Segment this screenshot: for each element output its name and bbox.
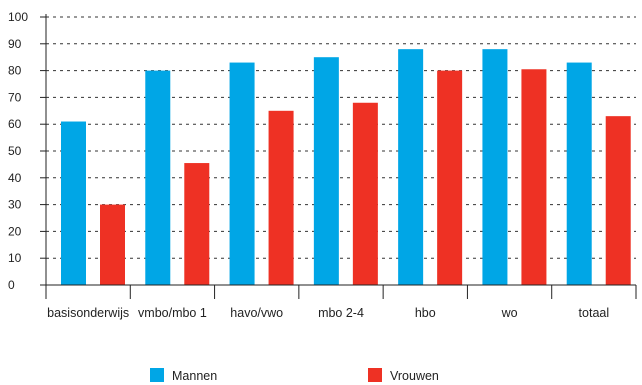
bars [61, 49, 631, 286]
legend: Mannen Vrouwen [150, 368, 439, 383]
bar-mannen-6 [566, 62, 592, 286]
bar-vrouwen-3 [352, 102, 378, 285]
x-category-label: wo [501, 306, 518, 320]
x-category-label: vmbo/mbo 1 [138, 306, 207, 320]
legend-swatch-vrouwen [368, 368, 382, 382]
x-category-label: basisonderwijs [47, 306, 129, 320]
axes [40, 14, 637, 299]
x-category-label: hbo [415, 306, 436, 320]
y-tick-label: 50 [8, 144, 22, 158]
legend-swatch-mannen [150, 368, 164, 382]
bar-mannen-5 [482, 49, 508, 285]
bar-mannen-1 [145, 70, 171, 285]
y-tick-label: 30 [8, 198, 22, 212]
y-tick-label: 100 [8, 10, 28, 24]
y-tick-label: 10 [8, 251, 22, 265]
x-category-label: havo/vwo [230, 306, 283, 320]
bar-mannen-3 [313, 57, 339, 286]
bar-vrouwen-4 [437, 70, 463, 285]
legend-label-mannen: Mannen [172, 369, 217, 383]
gridlines [46, 16, 636, 259]
y-tick-label: 90 [8, 37, 22, 51]
y-tick-label: 40 [8, 171, 22, 185]
bar-mannen-2 [229, 62, 255, 286]
y-axis-ticks: 0 10 20 30 40 50 60 70 80 90 100 [8, 10, 28, 292]
x-axis-categories: basisonderwijs vmbo/mbo 1 havo/vwo mbo 2-4 h… [47, 306, 609, 320]
bar-mannen-4 [398, 49, 424, 285]
y-tick-label: 80 [8, 64, 22, 78]
bar-vrouwen-2 [268, 110, 294, 285]
y-tick-label: 60 [8, 117, 22, 131]
x-category-label: mbo 2-4 [318, 306, 364, 320]
y-tick-label: 20 [8, 224, 22, 238]
legend-label-vrouwen: Vrouwen [390, 369, 439, 383]
y-tick-label: 70 [8, 90, 22, 104]
bar-vrouwen-6 [605, 116, 631, 285]
bar-vrouwen-0 [100, 204, 125, 285]
bar-vrouwen-5 [521, 69, 547, 285]
bar-vrouwen-1 [184, 163, 210, 285]
y-tick-label: 0 [8, 278, 15, 292]
x-category-label: totaal [579, 306, 610, 320]
bar-mannen-0 [61, 121, 86, 286]
